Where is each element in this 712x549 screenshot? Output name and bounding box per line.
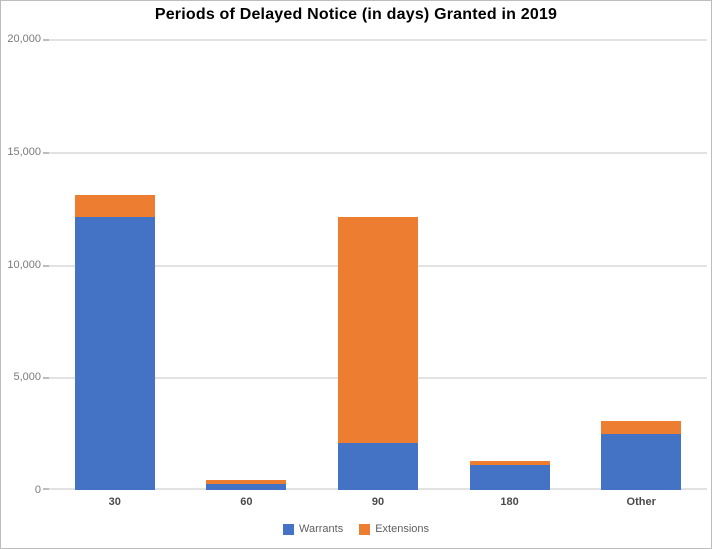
- y-tick-mark: [43, 264, 49, 267]
- bar-segment-extensions-90[interactable]: [338, 217, 418, 443]
- y-tick-label-15000: 15,000: [7, 145, 41, 158]
- bar-segment-extensions-other[interactable]: [601, 421, 682, 434]
- x-tick-label-180: 180: [500, 496, 519, 508]
- y-tick-mark: [43, 488, 49, 490]
- chart-title: Periods of Delayed Notice (in days) Gran…: [154, 6, 558, 23]
- legend-swatch-warrants: [282, 523, 294, 535]
- chart-legend: Warrants Extensions: [1, 523, 711, 535]
- legend-label-warrants: Warrants: [298, 523, 344, 535]
- bar-segment-warrants-180[interactable]: [469, 465, 550, 490]
- bar-segment-warrants-30[interactable]: [74, 217, 155, 490]
- y-axis-labels: 0 5,000 10,000 15,000 20,000: [1, 33, 41, 496]
- y-tick-mark: [43, 39, 49, 41]
- bar-segment-warrants-60[interactable]: [206, 484, 287, 490]
- bar-group-180: [469, 39, 550, 490]
- gridline-20000: [49, 39, 707, 41]
- y-tick-label-5000: 5,000: [13, 371, 41, 384]
- bar-segment-warrants-90[interactable]: [338, 442, 418, 490]
- legend-item-extensions: Extensions: [359, 523, 429, 535]
- legend-swatch-extensions: [359, 523, 371, 535]
- gridline-15000: [49, 151, 707, 154]
- bar-segment-extensions-180[interactable]: [469, 460, 550, 466]
- y-tick-mark: [43, 377, 49, 380]
- y-tick-mark: [43, 151, 49, 154]
- y-tick-label-0: 0: [34, 484, 41, 496]
- bar-segment-warrants-other[interactable]: [601, 433, 682, 490]
- x-tick-label-30: 30: [108, 496, 121, 508]
- bar-segment-extensions-60[interactable]: [206, 479, 287, 485]
- x-tick-label-other: Other: [626, 496, 656, 508]
- x-axis-labels: 30 60 90 180 Other: [49, 496, 707, 512]
- y-tick-label-10000: 10,000: [7, 258, 41, 271]
- legend-label-extensions: Extensions: [375, 523, 430, 535]
- bar-group-90: [338, 39, 418, 490]
- x-tick-label-90: 90: [371, 496, 385, 508]
- bar-group-other: [601, 39, 682, 490]
- bar-group-60: [206, 39, 287, 490]
- bar-segment-extensions-30[interactable]: [74, 194, 155, 218]
- bar-group-30: [74, 39, 155, 490]
- legend-item-warrants: Warrants: [282, 523, 344, 535]
- plot-area: [43, 39, 707, 490]
- x-tick-label-60: 60: [240, 496, 253, 508]
- y-tick-label-20000: 20,000: [7, 33, 41, 45]
